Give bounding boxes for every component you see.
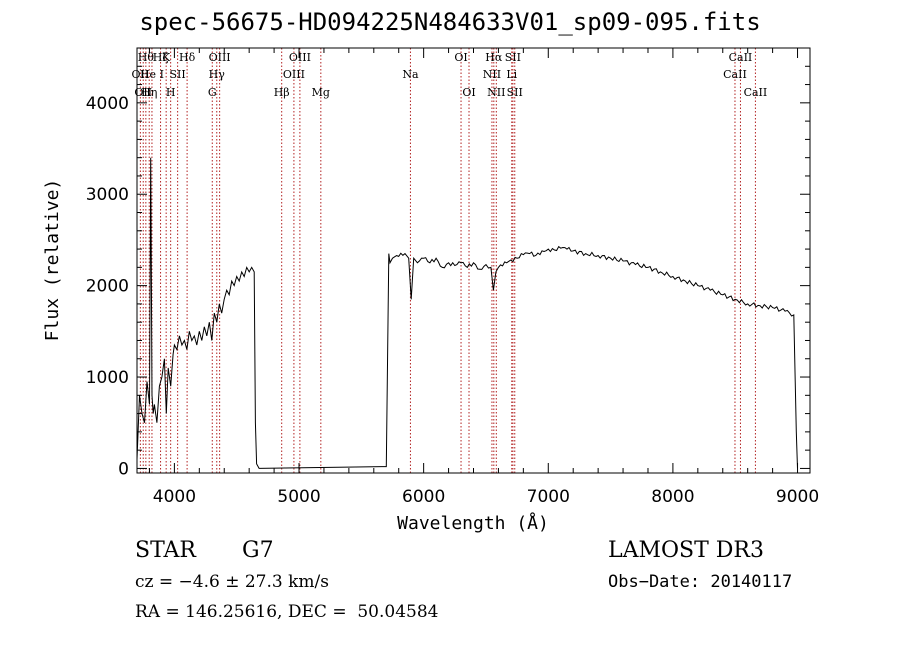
spectral-line-label: Hδ <box>179 51 196 64</box>
x-ticks: 4000 5000 6000 7000 8000 9000 <box>148 48 819 507</box>
object-type: STAR <box>135 538 196 563</box>
spectral-line-label: OIII <box>283 68 305 81</box>
spectral-line-label: G <box>208 86 217 99</box>
spectral-line-label: Mg <box>312 86 330 99</box>
survey-name: LAMOST DR3 <box>608 538 764 563</box>
redshift-cz: cz = −4.6 ± 27.3 km/s <box>135 572 329 592</box>
spectral-line-label: K <box>162 51 171 64</box>
spectral-line-label: CaII <box>729 51 753 64</box>
spectrum-line <box>136 157 798 469</box>
spectral-line-label: Hα <box>485 51 503 64</box>
y-tick-label: 4000 <box>86 94 129 114</box>
spectral-line-label: Hβ <box>274 86 290 99</box>
spectral-line-label: H <box>166 86 176 99</box>
spectral-line-label: NII <box>487 86 505 99</box>
spectral-line-label: SII <box>170 68 186 81</box>
spectral-line-label: Li <box>506 68 517 81</box>
x-axis-label: Wavelength (Å) <box>397 512 549 534</box>
spectral-line-label: Hθ <box>138 51 155 64</box>
spectral-line-label: Hζ <box>153 51 169 64</box>
spectral-line-label: Na <box>402 68 419 81</box>
spectral-line-label: OII <box>132 68 150 81</box>
spectral-line-label: Hγ <box>209 68 226 81</box>
spectral-line-label: CaII <box>723 68 747 81</box>
spectral-line-label: OI <box>454 51 467 64</box>
x-tick-label: 5000 <box>277 487 320 507</box>
spectral-line-label: NII <box>483 68 501 81</box>
y-tick-label: 2000 <box>86 277 129 297</box>
plot-frame <box>136 47 811 474</box>
spectral-line-label: OIII <box>209 51 231 64</box>
spectral-line-label: Hη <box>141 86 157 99</box>
x-tick-label: 4000 <box>153 487 196 507</box>
x-tick-label: 9000 <box>776 487 819 507</box>
spectral-line-label: CaII <box>744 86 768 99</box>
coordinates: RA = 146.25616, DEC = 50.04584 <box>135 602 439 622</box>
spectral-line-label: OII <box>134 86 152 99</box>
x-tick-label: 8000 <box>651 487 694 507</box>
spectral-line-label: OI <box>462 86 475 99</box>
spectral-line-label: OIII <box>289 51 311 64</box>
x-tick-label: 6000 <box>402 487 445 507</box>
y-tick-label: 3000 <box>86 185 129 205</box>
spectral-line-label: SII <box>505 51 521 64</box>
y-tick-label: 1000 <box>86 368 129 388</box>
y-ticks: 0 1000 2000 3000 4000 <box>86 65 810 479</box>
line-markers <box>139 48 756 473</box>
y-axis-label: Flux (relative) <box>42 179 63 342</box>
obs-date: Obs−Date: 20140117 <box>608 572 793 592</box>
spectral-line-label: He I <box>140 68 164 81</box>
subclass: G7 <box>242 538 274 563</box>
x-tick-label: 7000 <box>527 487 570 507</box>
marker-labels: OII OII Hθ Hη He I HζK H SII Hδ G Hγ OIII Hβ OIII OIII… <box>132 51 768 99</box>
spectral-line-label: SII <box>507 86 523 99</box>
y-tick-label: 0 <box>118 459 129 479</box>
chart-title: spec-56675-HD094225N484633V01_sp09-095.f… <box>139 8 761 36</box>
